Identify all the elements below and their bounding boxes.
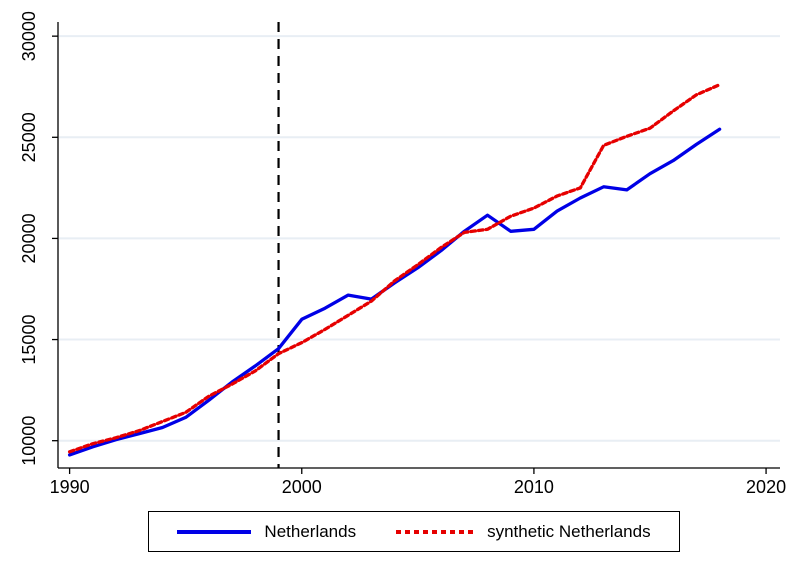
legend-item-synthetic-netherlands: synthetic Netherlands (396, 521, 651, 542)
svg-text:2000: 2000 (282, 477, 322, 497)
svg-text:25000: 25000 (19, 112, 39, 162)
legend: Netherlands synthetic Netherlands (148, 511, 680, 552)
legend-item-netherlands: Netherlands (177, 522, 356, 542)
svg-text:2010: 2010 (514, 477, 554, 497)
svg-text:20000: 20000 (19, 213, 39, 263)
svg-text:10000: 10000 (19, 416, 39, 466)
svg-text:1990: 1990 (50, 477, 90, 497)
svg-text:30000: 30000 (19, 11, 39, 61)
svg-text:15000: 15000 (19, 315, 39, 365)
legend-label-synthetic-netherlands: synthetic Netherlands (487, 521, 651, 541)
legend-label-netherlands: Netherlands (264, 521, 357, 541)
synthetic-netherlands-line-sample (396, 529, 475, 534)
svg-text:2020: 2020 (746, 477, 786, 497)
netherlands-line-sample (177, 529, 252, 534)
